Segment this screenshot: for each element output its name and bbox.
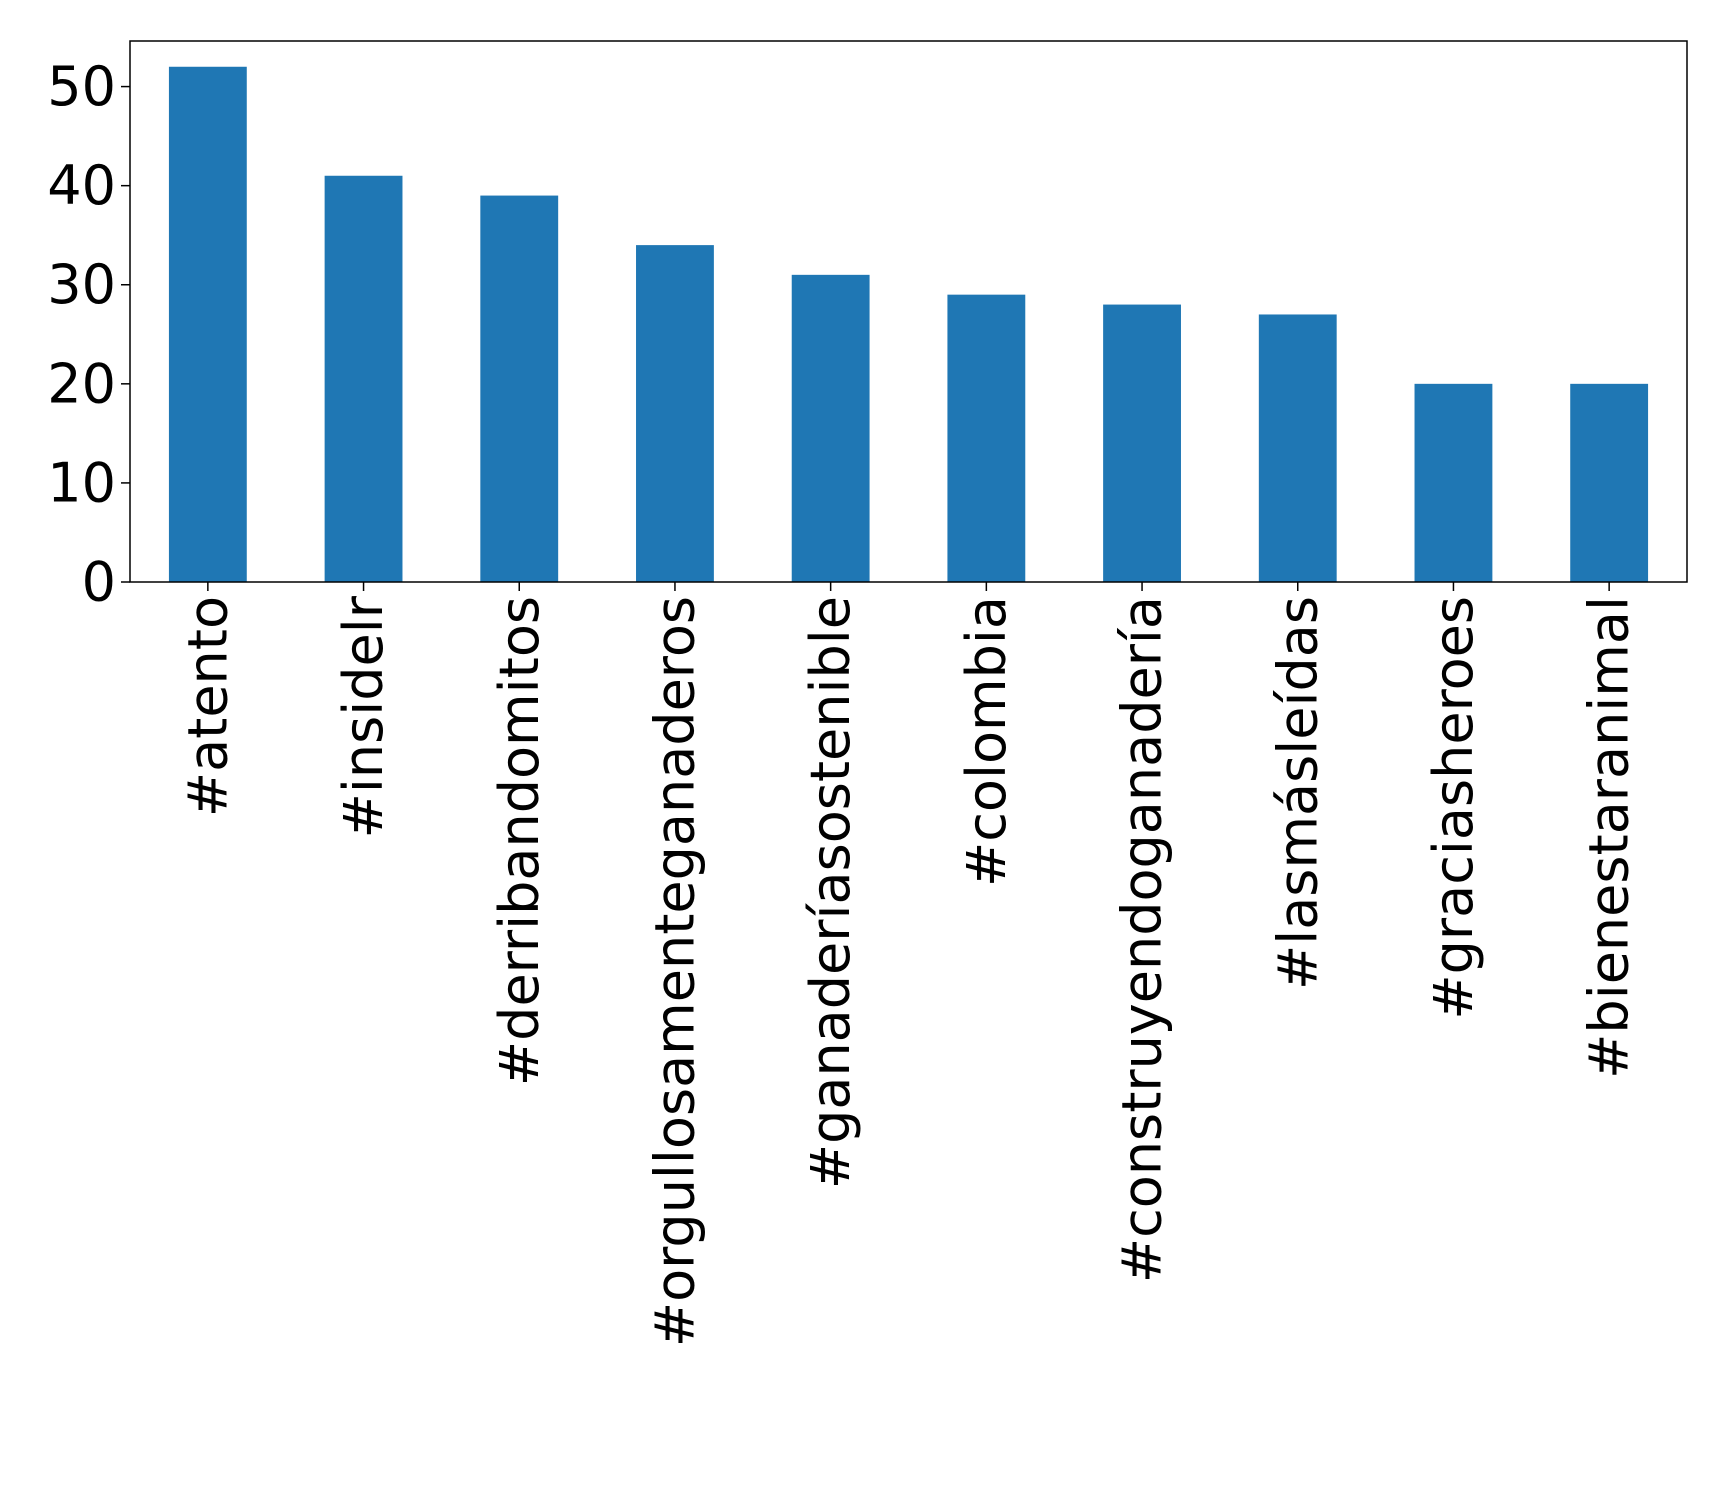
bar <box>1103 304 1181 582</box>
bar <box>791 274 870 582</box>
y-tick-label: 0 <box>82 551 116 614</box>
x-axis: #atento #insidelr #derribandomitos #orgullo… <box>176 582 1641 1347</box>
y-tick-label: 20 <box>47 352 116 415</box>
bar <box>168 66 247 582</box>
y-tick-label: 10 <box>47 451 116 514</box>
x-tick-label: #insidelr <box>332 595 395 838</box>
bar <box>947 294 1026 582</box>
x-tick-label: #ganaderíasostenible <box>799 596 862 1189</box>
x-tick-label: #orgullosamenteganaderos <box>643 596 706 1347</box>
bars-group <box>168 66 1649 583</box>
x-tick-label: #construyendoganadería <box>1111 596 1174 1283</box>
x-tick-label: #derribandomitos <box>488 596 551 1086</box>
bar <box>636 245 714 582</box>
bar <box>1258 314 1337 582</box>
bar <box>1570 383 1649 582</box>
y-tick-label: 40 <box>47 154 116 217</box>
bar <box>324 175 403 582</box>
x-tick-label: #lasmásleídas <box>1266 596 1329 990</box>
x-tick-label: #graciasheroes <box>1422 596 1485 1020</box>
x-tick-label: #bienestaranimal <box>1578 596 1641 1079</box>
y-tick-label: 30 <box>47 253 116 316</box>
x-tick-label: #atento <box>176 596 239 817</box>
x-tick-label: #colombia <box>955 596 1018 887</box>
bar <box>480 195 559 583</box>
bar <box>1414 383 1493 582</box>
plot-area-frame <box>129 40 1688 583</box>
y-axis: 0 10 20 30 40 50 <box>47 55 130 614</box>
y-tick-label: 50 <box>47 55 116 118</box>
